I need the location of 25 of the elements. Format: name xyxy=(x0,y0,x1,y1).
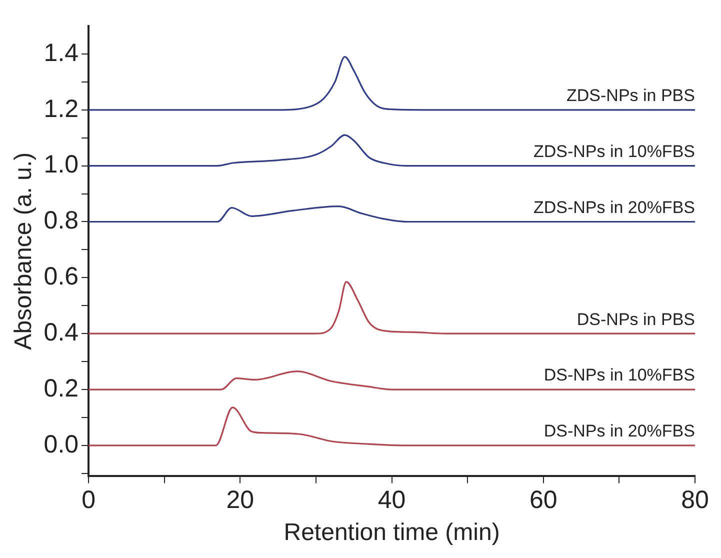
y-tick-label: 0.6 xyxy=(44,262,79,291)
y-tick-label: 0.2 xyxy=(44,374,79,402)
y-tick-label: 0.0 xyxy=(44,430,79,458)
x-tick-label: 40 xyxy=(378,486,406,514)
series-label: ZDS-NPs in 10%FBS xyxy=(533,142,695,161)
y-tick-label: 0.4 xyxy=(44,318,79,346)
x-tick-label: 0 xyxy=(82,486,96,514)
line-series xyxy=(88,406,695,446)
y-tick-label: 0.8 xyxy=(44,206,79,235)
y-tick-label: 1.2 xyxy=(44,94,79,123)
x-axis-title: Retention time (min) xyxy=(284,519,500,546)
series-label: ZDS-NPs in 20%FBS xyxy=(533,198,695,217)
line-series xyxy=(88,281,695,334)
line-series xyxy=(88,134,695,167)
series-label: DS-NPs in 20%FBS xyxy=(544,422,695,441)
line-series xyxy=(88,56,695,111)
x-tick-label: 80 xyxy=(681,486,709,514)
series-label: DS-NPs in 10%FBS xyxy=(544,366,695,385)
series-label: ZDS-NPs in PBS xyxy=(566,86,695,106)
x-tick-label: 60 xyxy=(529,486,558,514)
x-tick-label: 20 xyxy=(226,486,254,514)
y-tick-label: 1.0 xyxy=(44,150,79,179)
y-tick-label: 1.4 xyxy=(44,38,79,67)
y-axis-title: Absorbance (a. u.) xyxy=(10,152,38,350)
series-label: DS-NPs in PBS xyxy=(576,310,695,329)
